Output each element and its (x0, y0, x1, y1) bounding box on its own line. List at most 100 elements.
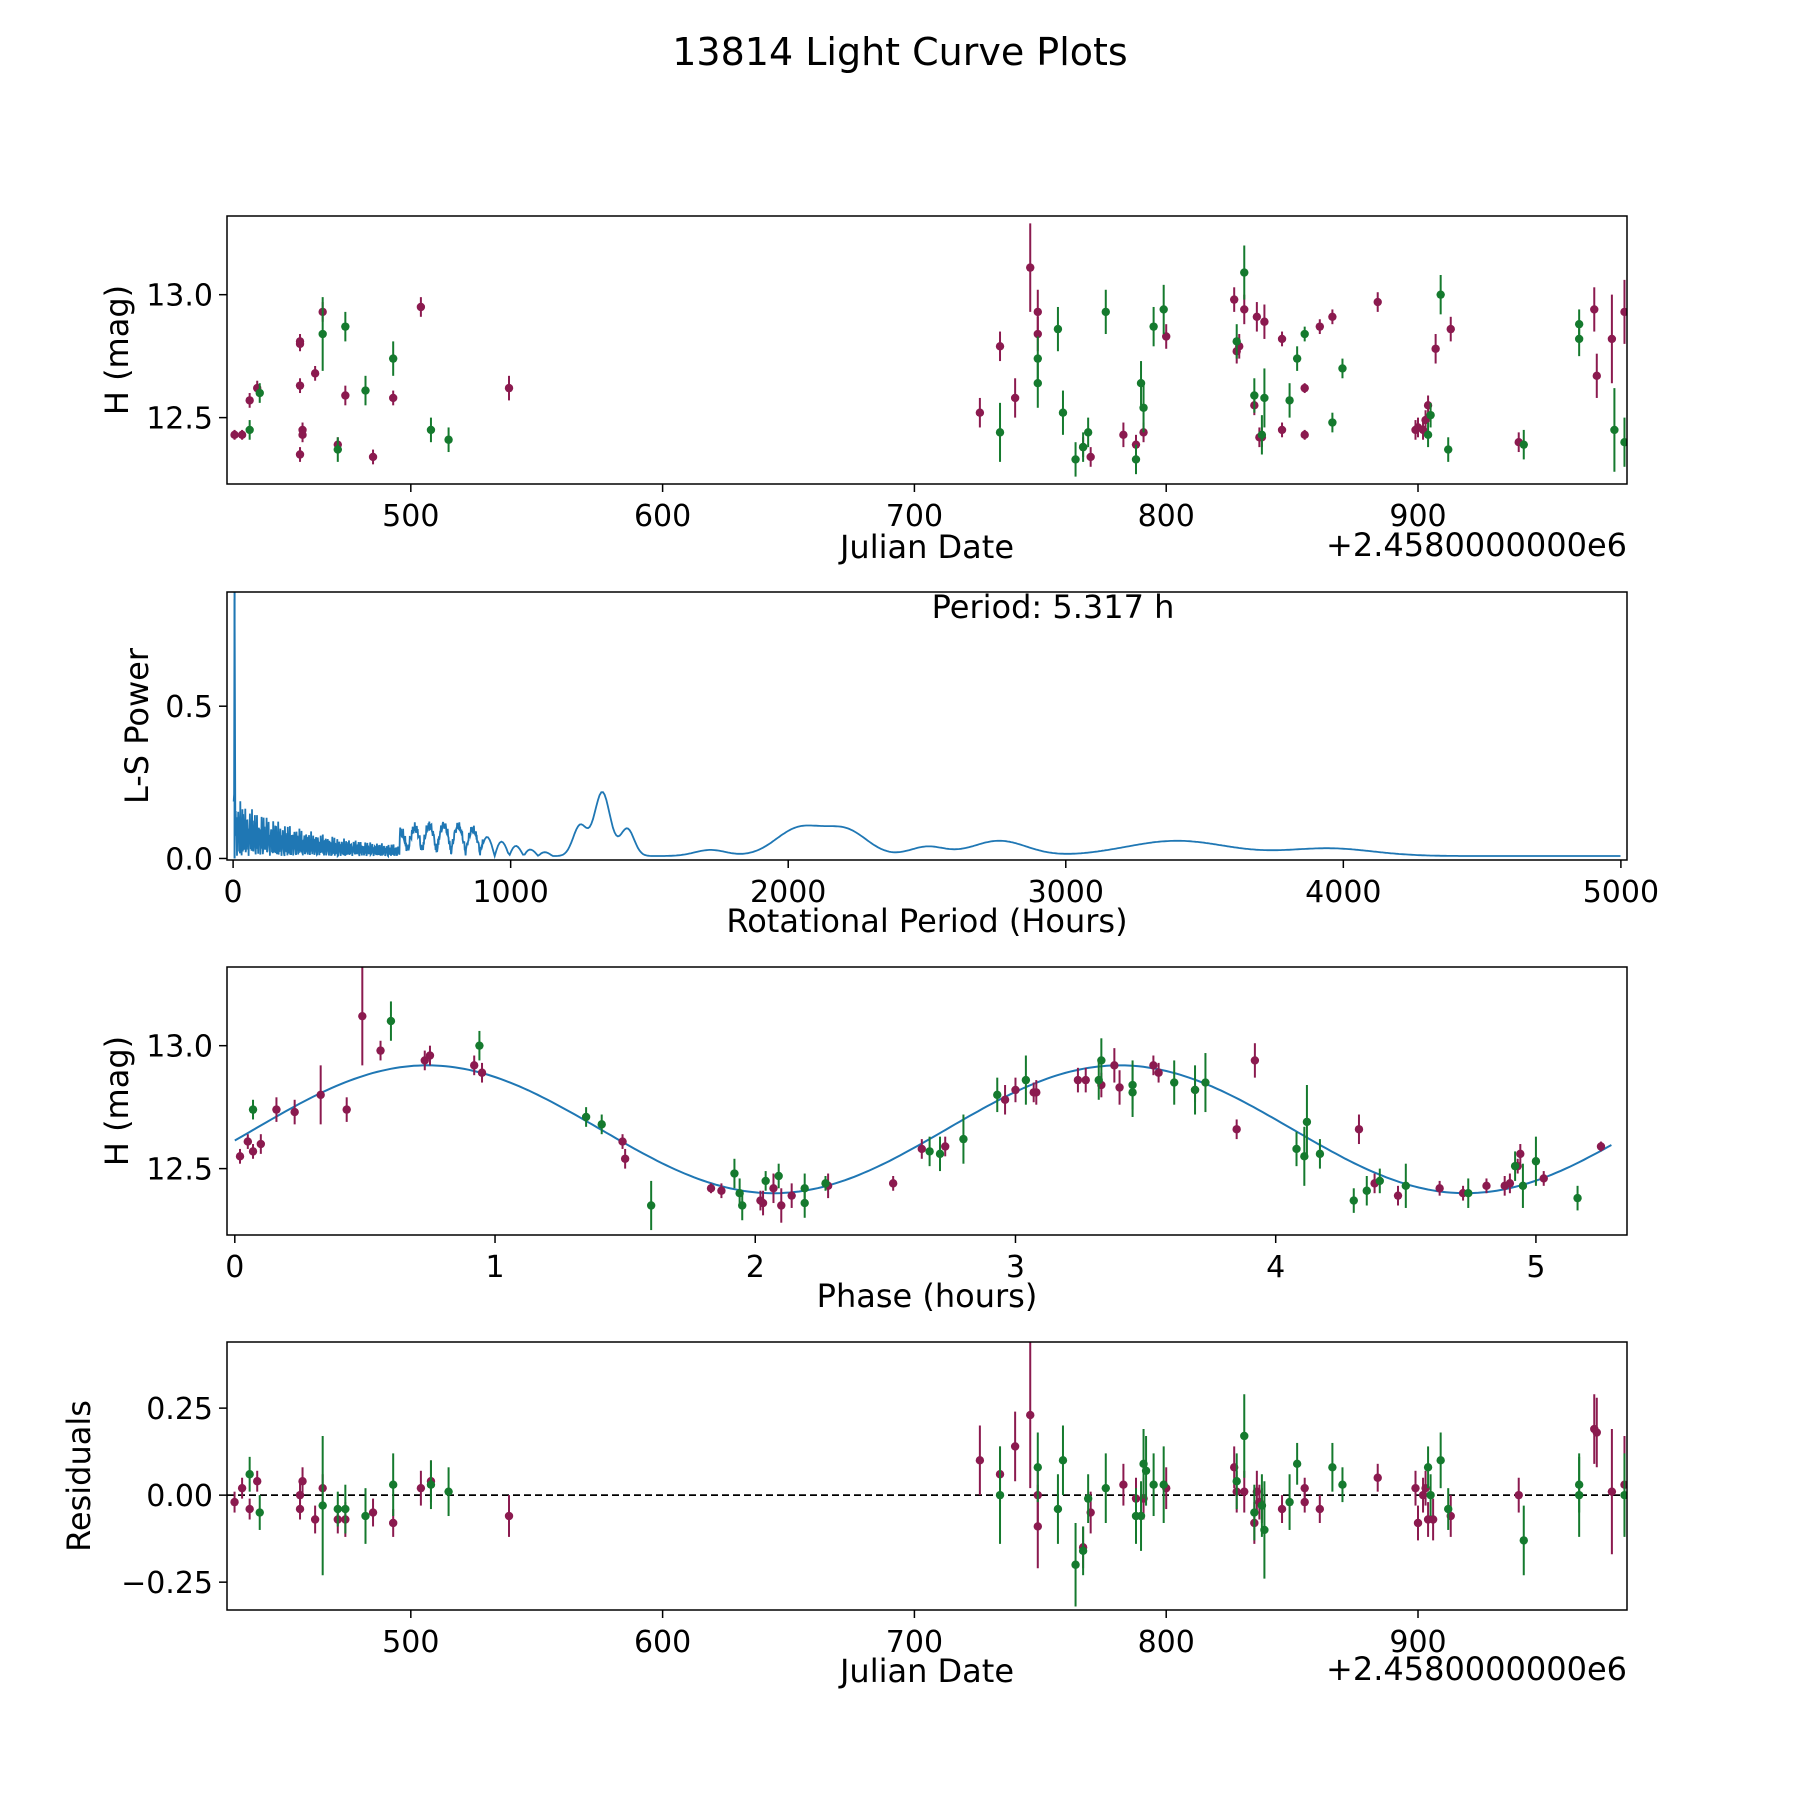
data-point-magenta (245, 1504, 254, 1514)
data-point-magenta (717, 1186, 726, 1195)
data-point-magenta (1315, 1504, 1325, 1514)
data-point-magenta (1033, 329, 1042, 339)
data-point-magenta (1620, 307, 1627, 317)
data-point-green (1302, 1117, 1312, 1127)
data-point-green (993, 1090, 1002, 1100)
data-point-green (1519, 1536, 1528, 1545)
lightcurve-points (230, 223, 1627, 477)
data-point-magenta (1413, 1518, 1423, 1528)
data-point-green (959, 1134, 968, 1144)
data-point-magenta (1300, 1497, 1309, 1507)
phased-xtick-label: 3 (1006, 1250, 1025, 1285)
data-point-magenta (477, 1068, 487, 1077)
data-point-magenta (368, 1508, 378, 1517)
data-point-magenta (253, 1477, 262, 1486)
phased-ytick-label: 13.0 (146, 1030, 213, 1065)
residuals-xtick-label: 900 (1389, 1625, 1446, 1660)
data-point-magenta (1300, 383, 1309, 393)
data-point-green (738, 1201, 747, 1210)
data-point-green (1362, 1186, 1371, 1195)
periodogram-xlabel: Rotational Period (Hours) (726, 902, 1127, 940)
data-point-magenta (1607, 334, 1617, 344)
data-point-magenta (1300, 430, 1309, 440)
data-point-magenta (1033, 307, 1042, 317)
data-point-green (1315, 1149, 1325, 1159)
data-point-green (1159, 1480, 1168, 1489)
data-point-green (1097, 1056, 1106, 1065)
residuals-xtick-label: 500 (382, 1625, 439, 1660)
data-point-green (1510, 1161, 1520, 1171)
lightcurve-ytick-label: 12.5 (146, 402, 213, 437)
data-point-green (388, 354, 398, 363)
data-point-magenta (1592, 371, 1601, 381)
data-point-magenta (1033, 1522, 1042, 1531)
data-point-magenta (1505, 1179, 1515, 1188)
data-point-magenta (342, 1105, 351, 1114)
data-point-magenta (1516, 1149, 1525, 1159)
data-point-magenta (341, 391, 350, 400)
data-point-green (995, 1490, 1005, 1500)
lightcurve-ytick-label: 13.0 (146, 279, 213, 314)
data-point-magenta (310, 1515, 320, 1524)
data-point-magenta (1081, 1075, 1090, 1085)
data-point-magenta (1277, 1504, 1287, 1514)
data-point-green (1338, 364, 1347, 373)
data-point-green (730, 1169, 739, 1178)
phased-xtick-label: 0 (225, 1250, 244, 1285)
lightcurve-ticks: 500 600 700 800 900 12.5 13.0 (146, 279, 1446, 534)
data-point-magenta (777, 1201, 786, 1210)
data-point-green (1101, 1483, 1110, 1493)
data-point-green (646, 1201, 656, 1210)
data-point-magenta (1277, 425, 1287, 435)
data-point-magenta (290, 1107, 299, 1117)
phased-xtick-label: 5 (1526, 1250, 1545, 1285)
phased-xtick-label: 2 (746, 1250, 765, 1285)
data-point-green (333, 1504, 342, 1514)
data-point-green (1101, 307, 1110, 317)
data-point-green (333, 445, 342, 454)
data-point-green (1170, 1078, 1179, 1087)
data-point-magenta (1029, 1088, 1038, 1097)
data-point-green (426, 1480, 436, 1489)
data-point-magenta (237, 1483, 247, 1493)
data-point-magenta (295, 381, 305, 390)
data-point-green (1149, 322, 1158, 331)
data-point-magenta (1162, 332, 1171, 341)
data-point-green (1033, 354, 1042, 363)
data-point-magenta (504, 383, 514, 393)
data-point-magenta (358, 1011, 367, 1021)
phased-ytick-label: 12.5 (146, 1153, 213, 1188)
residuals-ticks: 500 600 700 800 900 −0.25 0.00 0.25 (121, 1392, 1447, 1660)
data-point-green (1021, 1075, 1031, 1085)
data-point-magenta (888, 1179, 898, 1188)
data-point-magenta (618, 1137, 627, 1146)
residuals-ytick-label: −0.25 (121, 1566, 213, 1601)
model-fit-curve (234, 1064, 1612, 1195)
data-point-magenta (1393, 1191, 1403, 1200)
data-point-magenta (388, 393, 398, 403)
data-point-magenta (1240, 305, 1249, 314)
phased-xtick-label: 1 (485, 1250, 504, 1285)
data-point-green (1149, 1480, 1158, 1489)
periodogram-xtick-label: 0 (224, 875, 243, 910)
data-point-magenta (256, 1139, 266, 1149)
data-point-green (1292, 354, 1302, 363)
data-point-green (1328, 1463, 1337, 1472)
data-point-green (444, 435, 453, 444)
data-point-magenta (1482, 1181, 1491, 1191)
data-point-magenta (941, 1142, 950, 1151)
data-point-magenta (504, 1511, 514, 1521)
data-point-magenta (295, 1490, 305, 1500)
periodogram-xtick-label: 5000 (1583, 875, 1659, 910)
data-point-magenta (1252, 312, 1262, 322)
phased-xlabel: Phase (hours) (817, 1277, 1038, 1315)
data-point-green (361, 386, 370, 395)
data-point-magenta (975, 408, 985, 417)
data-point-magenta (376, 1046, 385, 1055)
data-point-green (1058, 1456, 1068, 1465)
periodogram-ytick-label: 0.0 (165, 842, 213, 877)
data-point-magenta (917, 1144, 926, 1154)
data-point-green (1053, 1504, 1063, 1514)
data-point-green (1464, 1189, 1473, 1198)
data-point-magenta (1119, 1480, 1128, 1489)
